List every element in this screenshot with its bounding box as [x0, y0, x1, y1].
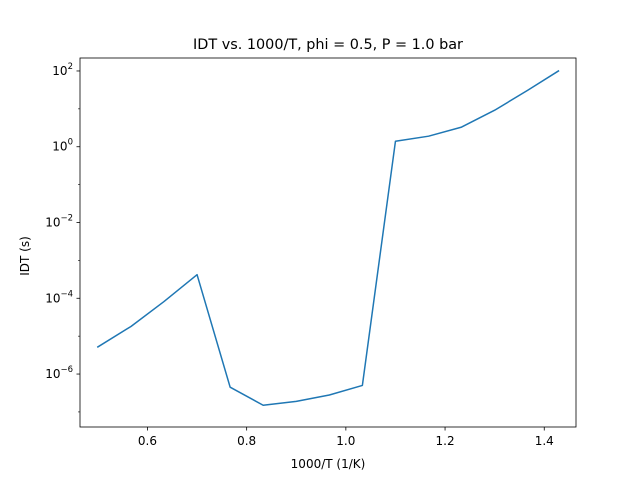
- y-tick-label: 100: [52, 138, 73, 154]
- x-axis-label: 1000/T (1/K): [291, 457, 366, 471]
- y-axis-ticks: 10−6 10−4 10−2 100 102: [45, 62, 80, 413]
- x-tick-label: 0.6: [138, 434, 157, 448]
- y-tick-label: 10−4: [45, 289, 73, 305]
- y-tick-label: 102: [52, 62, 73, 78]
- x-axis-ticks: 0.6 0.8 1.0 1.2 1.4: [138, 427, 554, 448]
- x-tick-label: 1.4: [535, 434, 554, 448]
- y-tick-label: 10−2: [45, 214, 73, 230]
- y-axis-label: IDT (s): [18, 236, 32, 276]
- axes-frame: [79, 57, 577, 428]
- x-tick-label: 1.2: [436, 434, 455, 448]
- plot-area: [79, 57, 577, 428]
- series-line: [96, 69, 560, 406]
- x-tick-label: 1.0: [336, 434, 355, 448]
- x-tick-label: 0.8: [237, 434, 256, 448]
- y-tick-label: 10−6: [45, 365, 73, 381]
- chart-title: IDT vs. 1000/T, phi = 0.5, P = 1.0 bar: [193, 37, 463, 53]
